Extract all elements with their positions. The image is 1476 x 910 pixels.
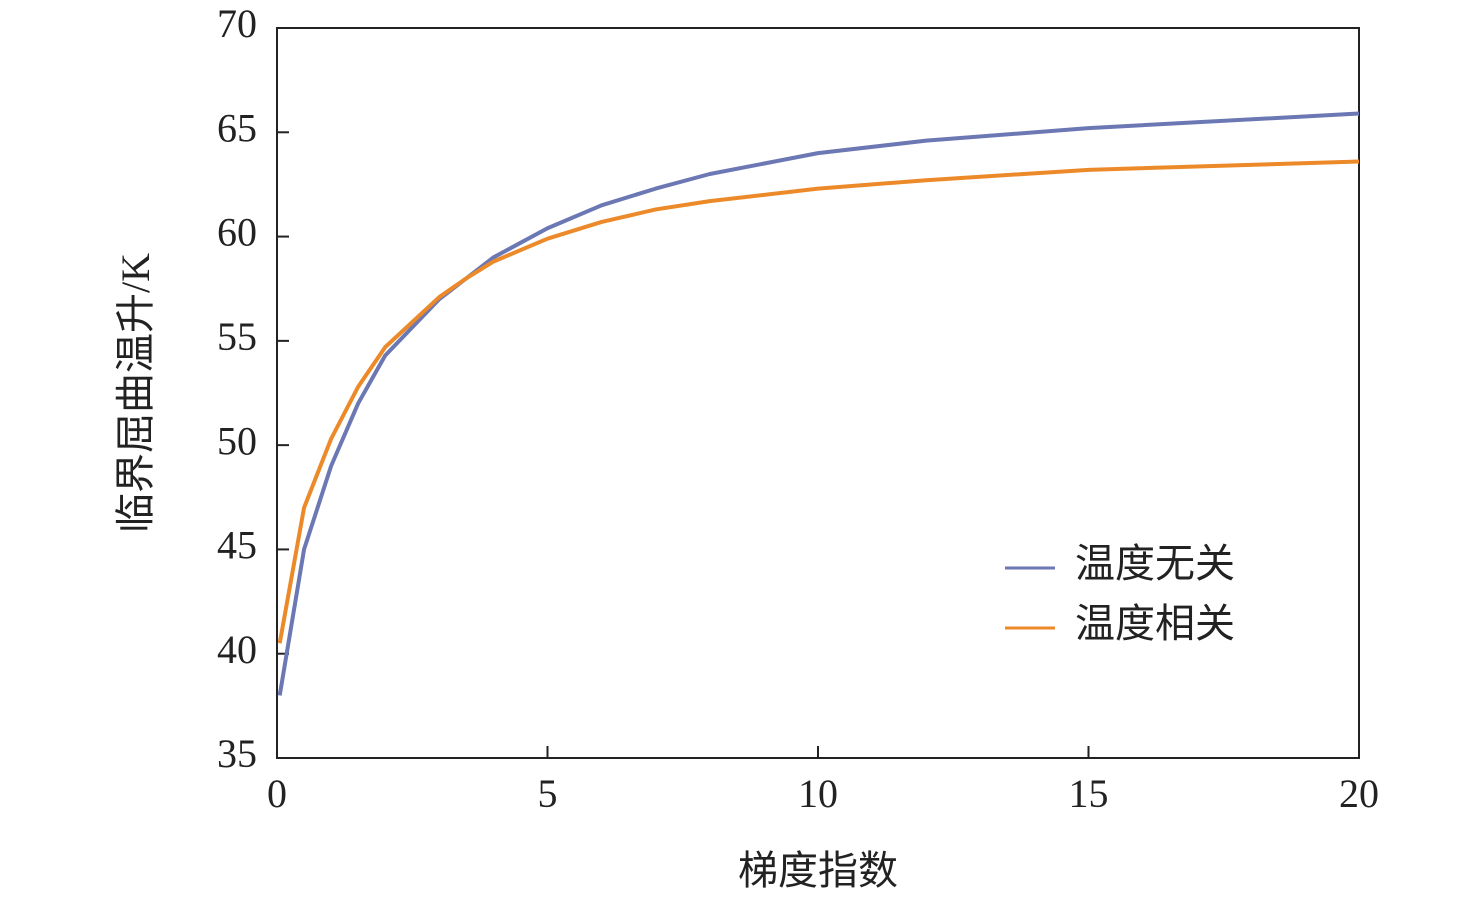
x-tick-label: 20 bbox=[1339, 771, 1379, 816]
y-tick-label: 60 bbox=[217, 210, 257, 255]
x-tick-label: 15 bbox=[1069, 771, 1109, 816]
y-tick-label: 55 bbox=[217, 314, 257, 359]
x-tick-label: 10 bbox=[798, 771, 838, 816]
y-tick-label: 65 bbox=[217, 105, 257, 150]
y-tick-label: 50 bbox=[217, 418, 257, 463]
plot-frame bbox=[276, 27, 1360, 759]
line-series bbox=[277, 159, 1360, 644]
legend-label: 温度相关 bbox=[1075, 601, 1235, 646]
y-tick-label: 45 bbox=[217, 523, 257, 568]
legend-label: 温度无关 bbox=[1075, 541, 1235, 586]
y-tick-label: 35 bbox=[217, 731, 257, 776]
y-tick-label: 70 bbox=[217, 1, 257, 46]
y-axis-label: 临界屈曲温升/K bbox=[113, 253, 158, 533]
x-tick-label: 5 bbox=[538, 771, 558, 816]
x-tick-label: 0 bbox=[267, 771, 287, 816]
y-tick-label: 40 bbox=[217, 627, 257, 672]
x-axis-label: 梯度指数 bbox=[738, 848, 898, 893]
line-series bbox=[277, 111, 1360, 696]
